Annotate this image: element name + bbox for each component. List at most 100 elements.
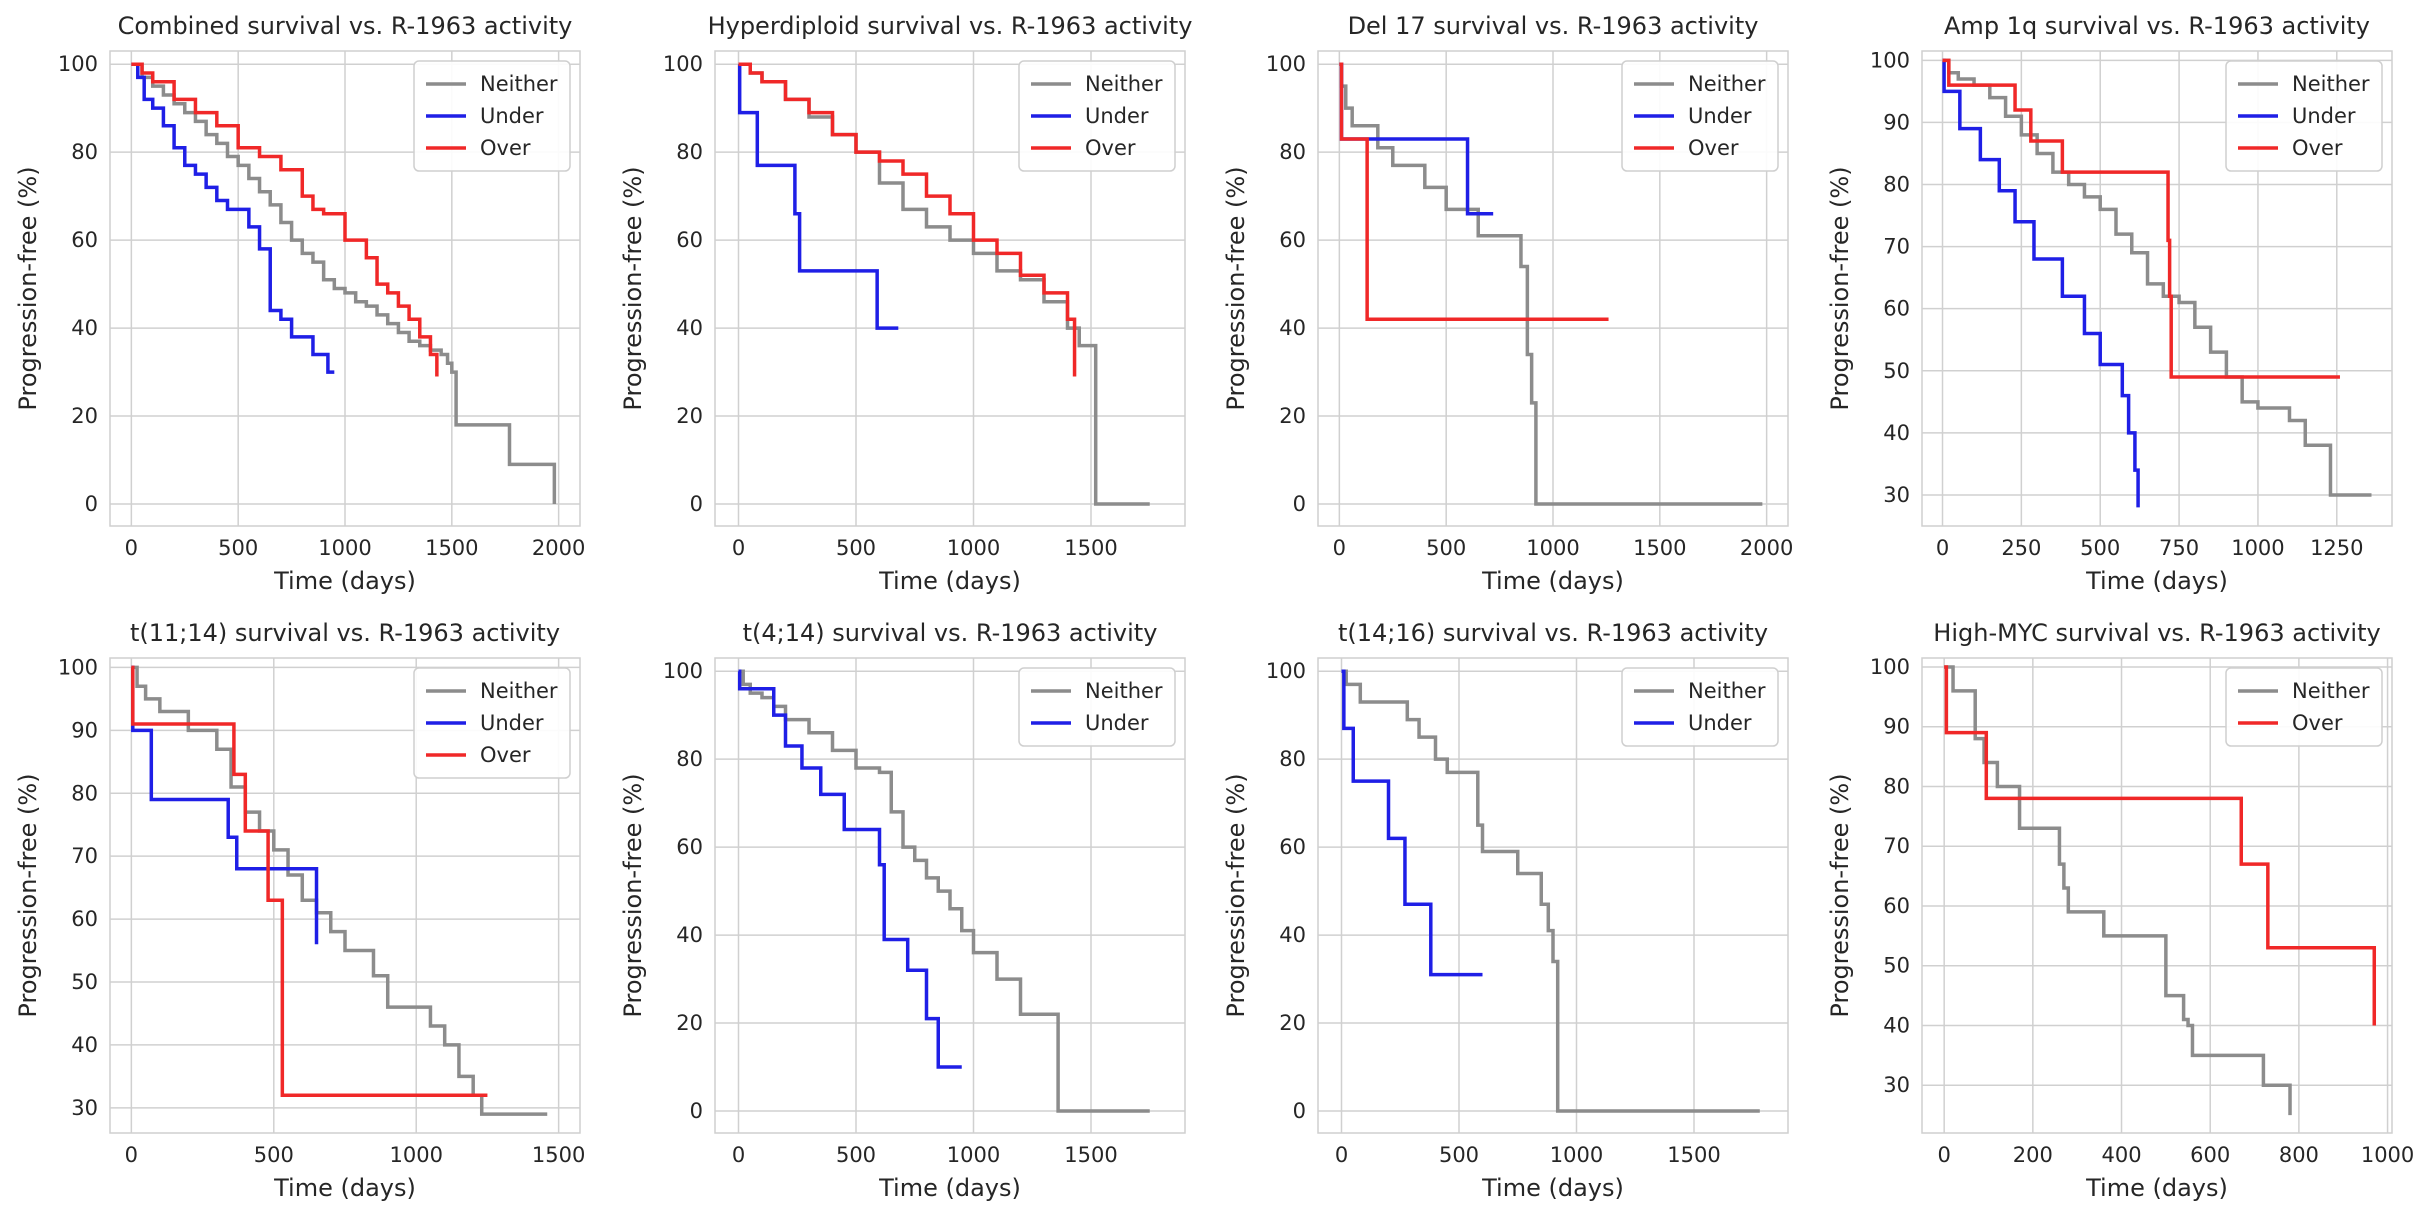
y-tick-label: 100 bbox=[1870, 48, 1910, 72]
y-tick-label: 60 bbox=[676, 835, 703, 859]
legend-box bbox=[413, 60, 571, 172]
y-axis-label: Progression-free (%) bbox=[1826, 166, 1854, 410]
y-tick-label: 100 bbox=[1266, 52, 1306, 76]
y-tick-label: 50 bbox=[1883, 359, 1910, 383]
km-curve-over bbox=[1339, 62, 1609, 322]
x-tick-label: 1500 bbox=[1064, 1143, 1117, 1167]
x-tick-label: 0 bbox=[1937, 1143, 1950, 1167]
legend-box bbox=[1621, 60, 1779, 172]
y-axis-label: Progression-free (%) bbox=[619, 773, 647, 1017]
x-tick-label: 2000 bbox=[1740, 536, 1793, 560]
chart-panel-7: 0 500 1000 1500 0 20 40 60 80 100 t(14;16) surviva… bbox=[1222, 619, 1789, 1202]
y-tick-label: 0 bbox=[1293, 1099, 1306, 1123]
y-tick-label: 20 bbox=[676, 404, 703, 428]
x-tick-label: 400 bbox=[2101, 1143, 2141, 1167]
y-tick-label: 40 bbox=[676, 316, 703, 340]
y-tick-label: 50 bbox=[1883, 954, 1910, 978]
y-tick-label: 20 bbox=[71, 404, 98, 428]
y-tick-label: 60 bbox=[1279, 835, 1306, 859]
y-axis-label: Progression-free (%) bbox=[1222, 773, 1250, 1017]
x-axis-label: Time (days) bbox=[273, 567, 416, 595]
y-tick-label: 100 bbox=[1266, 659, 1306, 683]
legend: Neither Under Over bbox=[1018, 60, 1176, 172]
y-tick-label: 20 bbox=[1279, 1011, 1306, 1035]
y-tick-label: 80 bbox=[1883, 172, 1910, 196]
chart-panel-4: 0 250 500 750 1000 1250 30 40 50 60 70 80 90 100 Amp 1… bbox=[1826, 12, 2393, 595]
chart-panel-3: 0 500 1000 1500 2000 0 20 40 60 80 100 Del 17 survi… bbox=[1222, 12, 1793, 595]
x-tick-label: 600 bbox=[2190, 1143, 2230, 1167]
x-tick-label: 500 bbox=[1439, 1143, 1479, 1167]
y-tick-label: 70 bbox=[1883, 235, 1910, 259]
legend-box bbox=[2225, 667, 2383, 747]
km-curve-over bbox=[738, 62, 1077, 377]
x-axis-label: Time (days) bbox=[2085, 567, 2228, 595]
y-tick-label: 0 bbox=[85, 492, 98, 516]
km-curve-over bbox=[1942, 58, 2340, 379]
legend-label: Over bbox=[480, 136, 531, 160]
x-tick-label: 750 bbox=[2159, 536, 2199, 560]
y-tick-label: 80 bbox=[676, 747, 703, 771]
km-curve-neither bbox=[1944, 665, 2292, 1116]
y-tick-label: 80 bbox=[676, 140, 703, 164]
y-tick-label: 100 bbox=[663, 52, 703, 76]
legend-box bbox=[413, 667, 571, 779]
x-axis-label: Time (days) bbox=[273, 1174, 416, 1202]
chart-panel-8: 0 200 400 600 800 1000 30 40 50 60 70 80 90 100 High-M… bbox=[1826, 619, 2414, 1202]
chart-title: t(11;14) survival vs. R-1963 activity bbox=[130, 619, 560, 647]
y-axis-label: Progression-free (%) bbox=[1222, 166, 1250, 410]
y-axis-label: Progression-free (%) bbox=[1826, 773, 1854, 1017]
x-tick-label: 1500 bbox=[532, 1143, 585, 1167]
x-tick-label: 1000 bbox=[947, 1143, 1000, 1167]
chart-title: Del 17 survival vs. R-1963 activity bbox=[1348, 12, 1759, 40]
legend-label: Over bbox=[480, 743, 531, 767]
chart-title: High-MYC survival vs. R-1963 activity bbox=[1933, 619, 2380, 647]
km-curve-under bbox=[1341, 669, 1483, 977]
km-curve-neither bbox=[1339, 62, 1763, 506]
x-tick-label: 1500 bbox=[425, 536, 478, 560]
legend-label: Neither bbox=[480, 72, 558, 96]
x-tick-label: 500 bbox=[836, 536, 876, 560]
y-tick-label: 40 bbox=[1883, 1013, 1910, 1037]
legend-box bbox=[1621, 667, 1779, 747]
y-tick-label: 40 bbox=[1279, 923, 1306, 947]
x-tick-label: 1000 bbox=[1550, 1143, 1603, 1167]
y-tick-label: 80 bbox=[1279, 747, 1306, 771]
x-tick-label: 1000 bbox=[2231, 536, 2284, 560]
x-tick-label: 1000 bbox=[947, 536, 1000, 560]
km-curve-over bbox=[131, 665, 488, 1097]
x-tick-label: 1000 bbox=[1526, 536, 1579, 560]
y-tick-label: 60 bbox=[1883, 894, 1910, 918]
legend-label: Neither bbox=[2292, 679, 2370, 703]
x-tick-label: 0 bbox=[732, 1143, 745, 1167]
legend-label: Neither bbox=[1688, 679, 1766, 703]
y-tick-label: 60 bbox=[1883, 297, 1910, 321]
legend: Neither Under Over bbox=[413, 667, 571, 779]
km-curve-neither bbox=[1341, 669, 1760, 1113]
km-curve-under bbox=[737, 669, 962, 1069]
chart-panel-5: 0 500 1000 1500 30 40 50 60 70 80 90 100 t(11;14) su… bbox=[14, 619, 585, 1202]
legend-label: Under bbox=[480, 104, 544, 128]
y-tick-label: 0 bbox=[690, 1099, 703, 1123]
y-tick-label: 50 bbox=[71, 970, 98, 994]
x-axis-label: Time (days) bbox=[2085, 1174, 2228, 1202]
x-tick-label: 0 bbox=[1335, 1143, 1348, 1167]
y-tick-label: 0 bbox=[1293, 492, 1306, 516]
legend: Neither Under Over bbox=[2225, 60, 2383, 172]
x-axis-label: Time (days) bbox=[878, 1174, 1021, 1202]
x-tick-label: 0 bbox=[125, 1143, 138, 1167]
y-tick-label: 60 bbox=[71, 907, 98, 931]
legend-label: Over bbox=[1085, 136, 1136, 160]
y-tick-label: 20 bbox=[1279, 404, 1306, 428]
x-tick-label: 500 bbox=[836, 1143, 876, 1167]
legend: Neither Under bbox=[1018, 667, 1176, 747]
x-tick-label: 500 bbox=[2080, 536, 2120, 560]
x-tick-label: 1000 bbox=[389, 1143, 442, 1167]
legend-label: Under bbox=[1688, 104, 1752, 128]
km-curve-over bbox=[1944, 665, 2377, 1026]
x-tick-label: 1000 bbox=[2361, 1143, 2414, 1167]
km-curve-under bbox=[737, 62, 899, 330]
legend-label: Over bbox=[1688, 136, 1739, 160]
y-tick-label: 70 bbox=[1883, 834, 1910, 858]
y-tick-label: 100 bbox=[58, 655, 98, 679]
